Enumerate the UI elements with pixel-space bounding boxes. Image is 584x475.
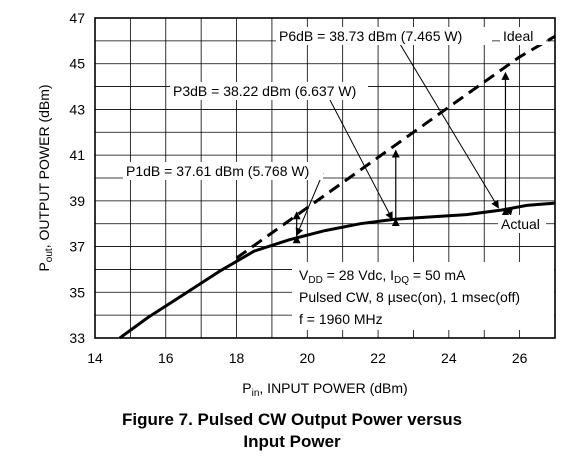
y-tick-label: 47 — [69, 10, 85, 26]
annotation-p1db-text: P1dB = 37.61 dBm (5.768 W) — [126, 163, 309, 179]
conditions-line-3: f = 1960 MHz — [299, 311, 383, 327]
x-tick-label: 16 — [158, 350, 174, 366]
series-line-actual — [118, 201, 556, 340]
y-tick-label: 37 — [69, 239, 85, 255]
series-line-ideal — [235, 35, 556, 260]
leader-arrow — [399, 43, 499, 209]
y-tick-label: 33 — [69, 330, 85, 346]
y-tick-label: 35 — [69, 284, 85, 300]
figure-caption-line-2: Input Power — [243, 432, 341, 451]
y-tick-label: 45 — [69, 56, 85, 72]
x-axis-label: Pin, INPUT POWER (dBm) — [242, 380, 407, 399]
y-tick-label: 39 — [69, 193, 85, 209]
plot-frame — [94, 17, 556, 339]
x-tick-label: 20 — [300, 350, 316, 366]
y-tick-label: 43 — [69, 101, 85, 117]
annotation-p1db: P1dB = 37.61 dBm (5.768 W) — [123, 162, 323, 180]
y-tick-labels: 33 35 37 39 41 43 45 47 — [69, 10, 85, 346]
chart: 14 16 18 20 22 24 26 33 35 37 39 41 43 45 47 P6dB = 3… — [36, 10, 556, 399]
annotation-leaders — [295, 43, 514, 237]
x-tick-label: 24 — [441, 350, 457, 366]
y-tick-label: 41 — [69, 147, 85, 163]
annotation-p6db: P6dB = 38.73 dBm (7.465 W) — [276, 27, 492, 45]
annotation-p6db-text: P6dB = 38.73 dBm (7.465 W) — [279, 28, 462, 44]
x-tick-label: 14 — [87, 350, 103, 366]
x-tick-label: 18 — [229, 350, 245, 366]
x-tick-label: 22 — [370, 350, 386, 366]
y-axis-label: Pout, OUTPUT POWER (dBm) — [36, 84, 55, 271]
figure-caption-line-1: Figure 7. Pulsed CW Output Power versus — [121, 410, 463, 429]
annotation-p3db-text: P3dB = 38.22 dBm (6.637 W) — [173, 83, 356, 99]
conditions-line-2: Pulsed CW, 8 µsec(on), 1 msec(off) — [299, 289, 520, 305]
annotation-ideal: Ideal — [500, 27, 546, 45]
leader-arrow — [295, 172, 324, 237]
leader-arrow — [329, 99, 393, 221]
annotation-ideal-text: Ideal — [503, 28, 533, 44]
conditions-block: VDD = 28 Vdc, IDQ = 50 mA Pulsed CW, 8 µ… — [292, 262, 554, 330]
conditions-line-1: VDD = 28 Vdc, IDQ = 50 mA — [299, 267, 466, 286]
x-tick-label: 26 — [512, 350, 528, 366]
x-tick-labels: 14 16 18 20 22 24 26 — [87, 350, 527, 366]
annotation-actual-text: Actual — [501, 216, 540, 232]
series-layer — [118, 35, 556, 340]
annotation-p3db: P3dB = 38.22 dBm (6.637 W) — [170, 82, 368, 100]
annotation-actual: Actual — [498, 215, 546, 233]
